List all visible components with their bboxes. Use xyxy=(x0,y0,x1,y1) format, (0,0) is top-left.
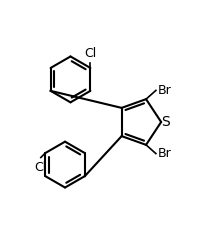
Text: Br: Br xyxy=(158,84,172,97)
Text: Cl: Cl xyxy=(35,161,47,174)
Text: Cl: Cl xyxy=(84,47,97,60)
Text: S: S xyxy=(162,115,170,129)
Text: Br: Br xyxy=(158,147,172,160)
